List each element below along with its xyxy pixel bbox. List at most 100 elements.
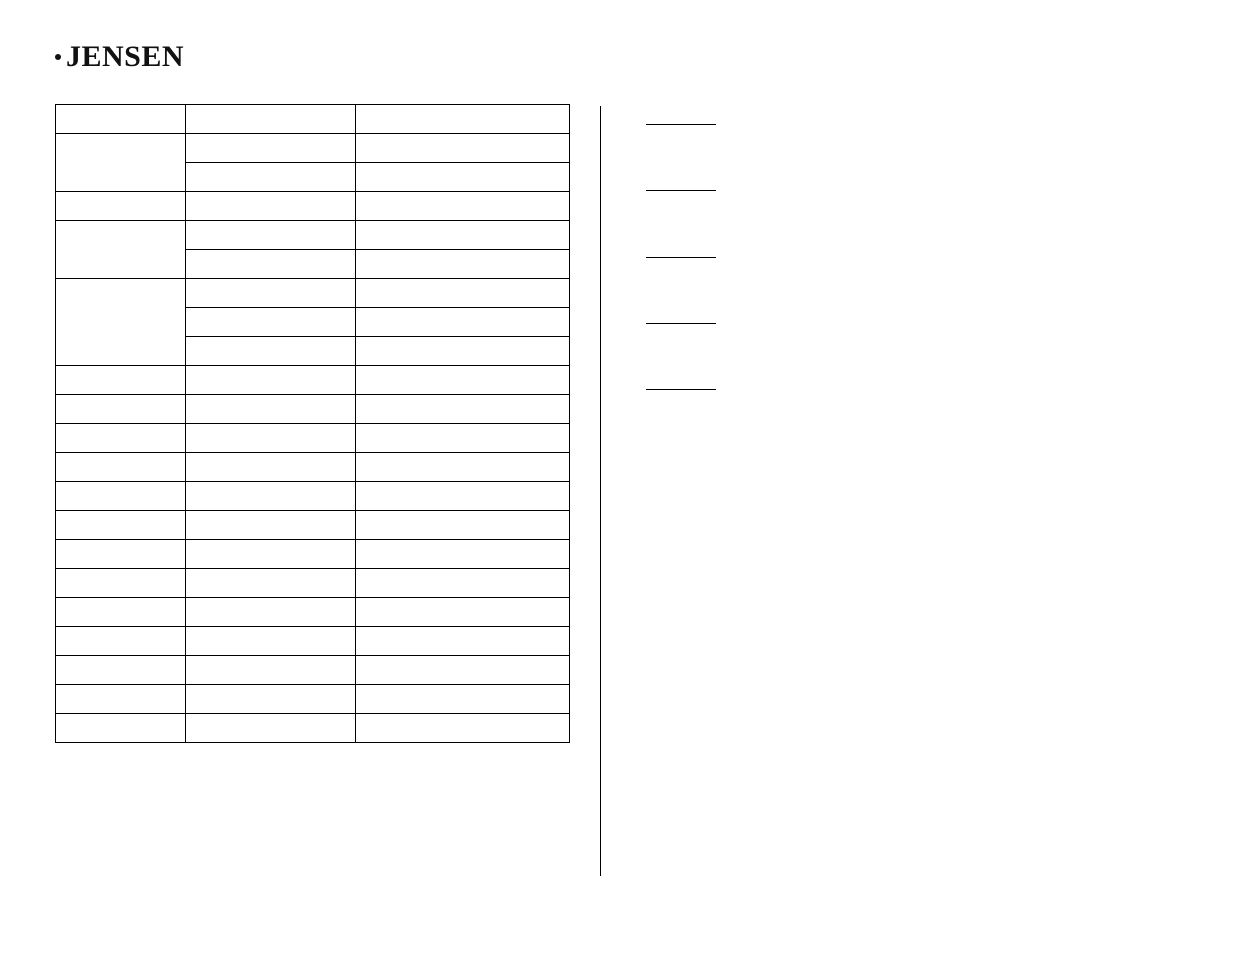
spec-cell-function: Operating [186, 540, 355, 568]
spec-cell-category: Operating Temp [56, 569, 185, 597]
table-row: AM/FM TunerPresets30 [56, 511, 570, 540]
brand-logo: JENSEN [55, 40, 1180, 74]
spec-cell-category: Operating System [56, 192, 185, 220]
spec-cell-category: AM/FM Tuner [56, 511, 185, 539]
table-row: AudioMax power output4 × 40 W [56, 279, 570, 308]
spec-cell-function: Rating [186, 656, 355, 684]
toc-body: Introduction and overview of the unit, p… [646, 129, 1076, 140]
spec-cell-function: Internal storage [186, 221, 355, 249]
spec-cell-function: Presets [186, 511, 355, 539]
spec-cell-spec: 1 [356, 482, 569, 510]
page-root: JENSEN CategoryFunctionSpecificationDisp… [0, 0, 1235, 954]
spec-cell-spec: 30 [356, 511, 569, 539]
toc-item: Section 3 Basic operation: powering on, v… [646, 239, 1180, 273]
spec-cell-spec: 1 [356, 453, 569, 481]
spec-cell-function: Type [186, 395, 355, 423]
toc-item: Section 2 Installation instructions inclu… [646, 172, 1180, 206]
spec-cell-function: Rear camera [186, 424, 355, 452]
spec-cell-category: Display [56, 149, 185, 177]
spec-cell-function: Net [186, 627, 355, 655]
spec-cell-spec: 4.0 [356, 366, 569, 394]
spec-cell-category: Weight [56, 627, 185, 655]
spec-cell-category: Dimensions [56, 598, 185, 626]
spec-cell-category: Memory [56, 236, 185, 264]
toc-body: Installation instructions including moun… [646, 195, 1076, 206]
spec-cell-category: Category [56, 105, 185, 133]
toc-item: Section 4 Bluetooth pairing, hands-free c… [646, 305, 1180, 339]
toc-heading: Section 3 [646, 244, 716, 258]
table-row: Camera InputRear cameraYes [56, 424, 570, 453]
spec-cell-function: Range [186, 569, 355, 597]
spec-cell-category: Supply Voltage [56, 540, 185, 568]
spec-cell-spec: 10-band [356, 337, 569, 365]
spec-cell-spec: 7 inch [356, 134, 569, 162]
spec-cell-function: OS version [186, 192, 355, 220]
spec-cell-category: Certification [56, 714, 185, 742]
spec-cell-function: Compliance [186, 714, 355, 742]
spec-cell-spec: FCC / CE [356, 714, 569, 742]
table-row: USBTypeUSB 2.0 [56, 395, 570, 424]
toc-item: Section 1 Introduction and overview of th… [646, 106, 1180, 140]
table-row: WeightNet1.8 kg [56, 627, 570, 656]
toc-body: Basic operation: powering on, volume, so… [646, 262, 1076, 273]
spec-cell-function: RAM [186, 250, 355, 278]
spec-cell-spec: 1.8 kg [356, 627, 569, 655]
spec-cell-category: Aux Input [56, 482, 185, 510]
spec-cell-category: Speaker Impedance [56, 685, 185, 713]
brand-dot-icon [55, 54, 61, 60]
spec-cell-spec: 178 × 100 × 165 mm [356, 598, 569, 626]
toc-body: Troubleshooting, specifications, and war… [646, 394, 1076, 405]
table-row: CertificationComplianceFCC / CE [56, 714, 570, 743]
brand-text: JENSEN [66, 40, 184, 74]
spec-cell-function: Equalizer [186, 337, 355, 365]
right-column: Section 1 Introduction and overview of th… [631, 104, 1180, 876]
spec-cell-spec: Specification [356, 105, 569, 133]
table-row: DimensionsChassis (W×H×D)178 × 100 × 165… [56, 598, 570, 627]
table-row: Supply VoltageOperating11 – 16 V DC [56, 540, 570, 569]
toc-heading: Section 2 [646, 177, 716, 191]
table-row: Operating TempRange-20 °C to +70 °C [56, 569, 570, 598]
toc-body: Bluetooth pairing, hands-free calling, a… [646, 328, 1076, 339]
table-row: CategoryFunctionSpecification [56, 105, 570, 134]
spec-cell-function: Max power output [186, 279, 355, 307]
spec-cell-spec: -20 °C to +70 °C [356, 569, 569, 597]
spec-cell-spec: 11 – 16 V DC [356, 540, 569, 568]
spec-cell-function: Version [186, 366, 355, 394]
spec-table: CategoryFunctionSpecificationDisplayScre… [55, 104, 570, 743]
toc-item: Section 5Troubleshooting, specifications… [646, 371, 1180, 405]
spec-cell-spec: 2 V [356, 308, 569, 336]
table-row: DisplayScreen size7 inch [56, 134, 570, 163]
spec-cell-category: Fuse [56, 656, 185, 684]
spec-cell-category: Video Output [56, 453, 185, 481]
spec-cell-category: USB [56, 395, 185, 423]
table-row: MemoryInternal storage8 GB [56, 221, 570, 250]
content-row: CategoryFunctionSpecificationDisplayScre… [55, 104, 1180, 876]
table-row: BluetoothVersion4.0 [56, 366, 570, 395]
spec-cell-function: Resolution [186, 163, 355, 191]
spec-cell-spec: 4 – 8 Ω [356, 685, 569, 713]
spec-cell-category: Bluetooth [56, 366, 185, 394]
spec-cell-spec: 800 × 480 [356, 163, 569, 191]
toc-heading: Section 1 [646, 111, 716, 125]
spec-cell-function: Pre-amp output [186, 308, 355, 336]
spec-cell-category: Camera Input [56, 424, 185, 452]
spec-cell-spec: 8 GB [356, 221, 569, 249]
spec-cell-category: Audio [56, 308, 185, 336]
spec-cell-spec: 1 GB [356, 250, 569, 278]
column-divider [600, 106, 601, 876]
spec-cell-spec: 15 A [356, 656, 569, 684]
spec-cell-function: Screen size [186, 134, 355, 162]
spec-cell-spec: 4 × 40 W [356, 279, 569, 307]
spec-cell-function: Load [186, 685, 355, 713]
spec-cell-function: Chassis (W×H×D) [186, 598, 355, 626]
table-row: FuseRating15 A [56, 656, 570, 685]
spec-cell-spec: Android [356, 192, 569, 220]
table-row: Video OutputComposite1 [56, 453, 570, 482]
spec-cell-function: Function [186, 105, 355, 133]
spec-cell-function: 3.5 mm [186, 482, 355, 510]
spec-cell-spec: Yes [356, 424, 569, 452]
toc-heading: Section 4 [646, 310, 716, 324]
spec-cell-spec: USB 2.0 [356, 395, 569, 423]
table-row: Speaker ImpedanceLoad4 – 8 Ω [56, 685, 570, 714]
left-column: CategoryFunctionSpecificationDisplayScre… [55, 104, 570, 876]
